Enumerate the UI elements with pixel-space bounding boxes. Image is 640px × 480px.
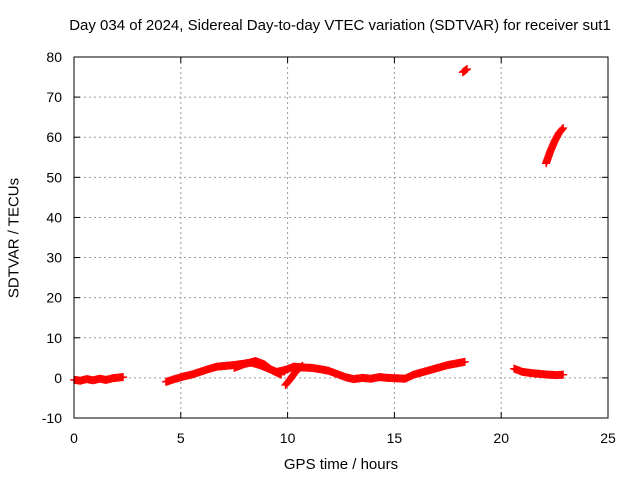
series-segment-2 xyxy=(161,357,469,386)
grid-lines xyxy=(74,57,608,418)
axis-ticks: 0 5 10 15 20 25 -10 0 10 20 30 40 50 60 70 80 xyxy=(42,49,616,446)
y-tick-label: 70 xyxy=(46,89,62,105)
x-tick-label: 10 xyxy=(280,430,296,446)
data-point xyxy=(559,123,568,132)
x-tick-label: 20 xyxy=(493,430,509,446)
y-tick-label: -10 xyxy=(42,410,62,426)
data-point xyxy=(559,370,568,379)
y-tick-label: 20 xyxy=(46,290,62,306)
data-point xyxy=(298,361,307,370)
y-tick-label: 30 xyxy=(46,250,62,266)
x-tick-label: 0 xyxy=(70,430,78,446)
series-segment-6 xyxy=(510,364,568,380)
series-segment-7 xyxy=(542,123,568,168)
data-point xyxy=(558,124,567,133)
data-point xyxy=(119,373,128,382)
y-tick-label: 10 xyxy=(46,330,62,346)
x-tick-label: 5 xyxy=(177,430,185,446)
data-series xyxy=(70,65,568,390)
y-tick-label: 80 xyxy=(46,49,62,65)
data-point xyxy=(463,65,472,74)
plot-frame xyxy=(73,56,609,419)
y-tick-label: 50 xyxy=(46,169,62,185)
data-point xyxy=(557,125,566,134)
series-segment-4 xyxy=(230,357,286,379)
data-point xyxy=(460,357,469,366)
y-tick-label: 0 xyxy=(54,370,62,386)
y-axis-label: SDTVAR / TECUs xyxy=(5,177,23,299)
y-tick-label: 40 xyxy=(46,209,62,225)
x-axis-label: GPS time / hours xyxy=(283,456,399,473)
y-tick-label: 60 xyxy=(46,129,62,145)
x-tick-label: 15 xyxy=(387,430,403,446)
series-segment-3 xyxy=(281,361,307,390)
x-tick-label: 25 xyxy=(600,430,616,446)
chart-title: Day 034 of 2024, Sidereal Day-to-day VTE… xyxy=(69,17,611,34)
series-segment-1 xyxy=(70,373,128,385)
series-segment-5 xyxy=(458,65,472,77)
data-point xyxy=(277,370,286,379)
